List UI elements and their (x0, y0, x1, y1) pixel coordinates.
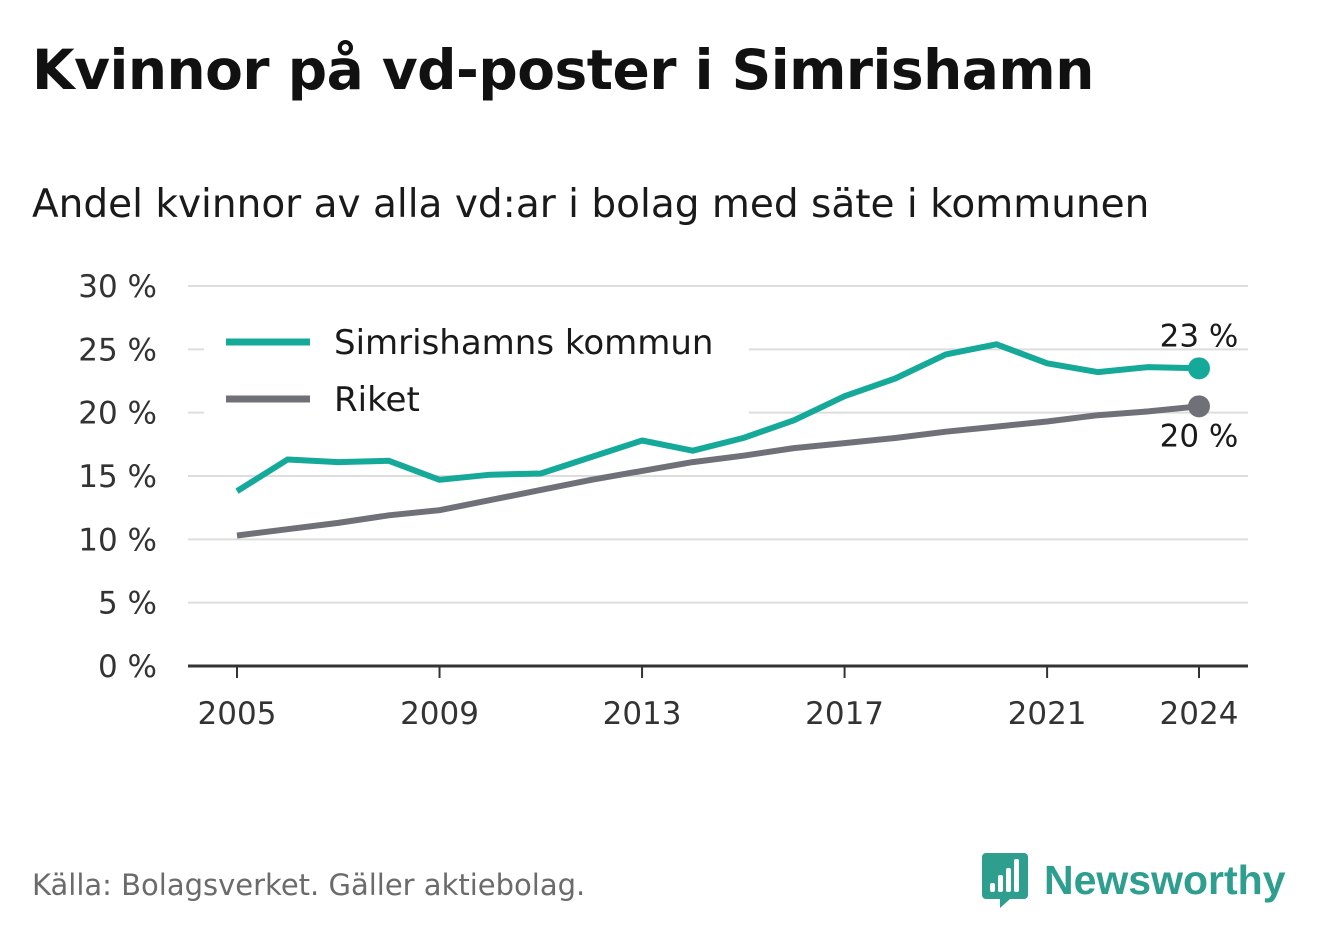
series-line (235, 341, 1200, 494)
legend-label: Simrishamns kommun (334, 323, 713, 363)
y-tick-label: 25 % (78, 332, 157, 368)
x-tick-label: 2021 (1008, 696, 1087, 732)
end-point-marker (1188, 395, 1210, 418)
x-tick-label: 2009 (400, 696, 479, 732)
series-lines: 23 % 20 % (235, 318, 1239, 539)
x-tick-label: 2017 (805, 696, 884, 732)
end-point-marker (1188, 357, 1210, 380)
source-note: Källa: Bolagsverket. Gäller aktiebolag. (32, 868, 586, 902)
y-tick-label: 10 % (78, 522, 157, 558)
x-tick-label: 2013 (603, 696, 682, 732)
chart-title: Kvinnor på vd-poster i Simrishamn (32, 38, 1094, 102)
y-tick-label: 15 % (78, 459, 157, 495)
end-value-label: 20 % (1160, 418, 1239, 454)
legend-label: Riket (334, 380, 420, 420)
brand-logo[interactable]: Newsworthy (980, 848, 1286, 912)
axes: 0 % 5 % 10 % 15 % 20 % 25 % 30 % 2005 2009 2013 20… (78, 269, 1248, 732)
brand-name: Newsworthy (1044, 856, 1286, 903)
y-tick-label: 30 % (78, 269, 157, 305)
legend-background (204, 318, 749, 428)
y-tick-label: 20 % (78, 396, 157, 432)
series-line (236, 403, 1200, 539)
x-tick-label: 2005 (198, 696, 277, 732)
legend: Simrishamns kommun Riket (204, 318, 749, 428)
y-tick-label: 0 % (98, 649, 157, 685)
y-tick-label: 5 % (98, 586, 157, 622)
end-value-label: 23 % (1160, 318, 1239, 354)
chart-subtitle: Andel kvinnor av alla vd:ar i bolag med … (32, 182, 1150, 227)
bar-chart-icon (982, 853, 1028, 908)
x-tick-label: 2024 (1160, 696, 1239, 732)
